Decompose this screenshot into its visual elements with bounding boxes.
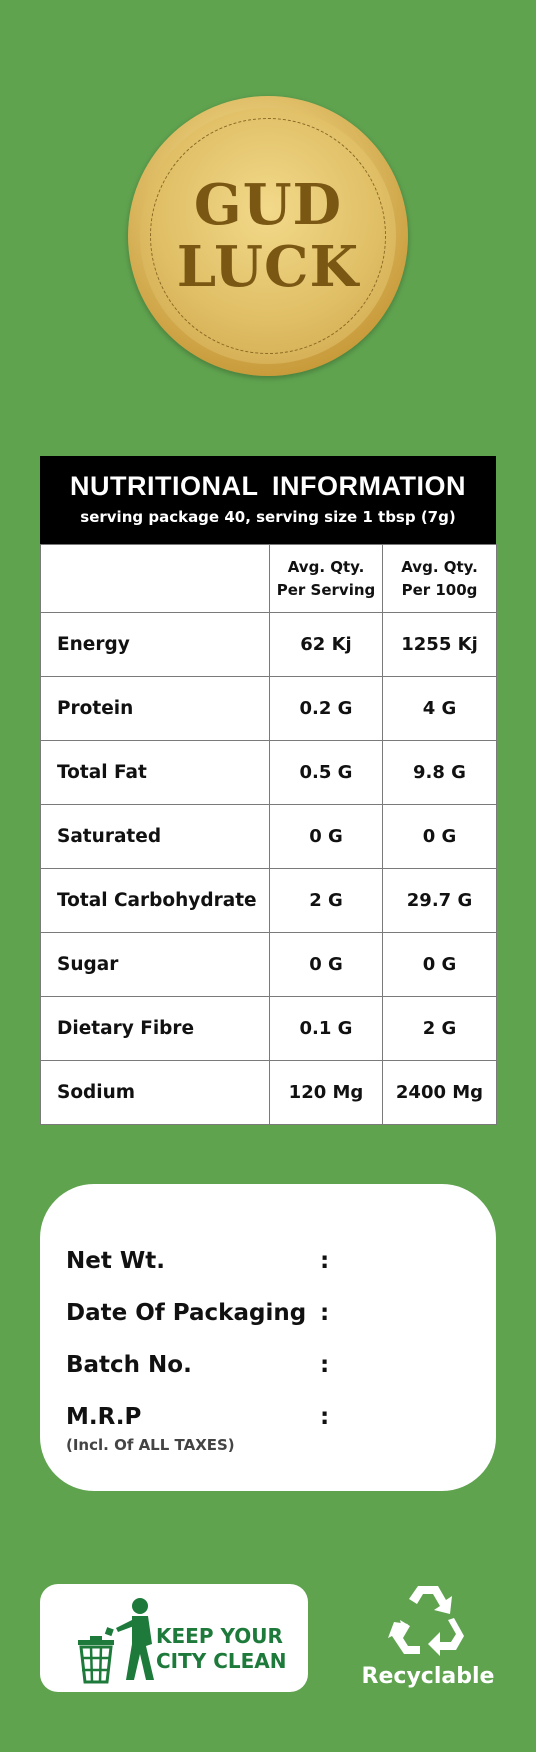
table-row: Sugar 0 G 0 G	[40, 932, 497, 997]
nutrition-panel: NUTRITIONAL INFORMATION serving package …	[40, 456, 497, 1125]
recyclable-label: Recyclable	[361, 1664, 495, 1689]
date-of-packaging-label: Date Of Packaging	[66, 1300, 307, 1326]
date-of-packaging-colon: :	[320, 1300, 330, 1326]
recycle-icon	[388, 1586, 464, 1656]
batch-number-colon: :	[320, 1352, 330, 1378]
net-weight-colon: :	[320, 1248, 330, 1274]
row-label: Sodium	[40, 1060, 270, 1125]
brand-seal-ring	[150, 118, 386, 354]
packaging-info-card: Net Wt. : Date Of Packaging : Batch No. …	[40, 1184, 496, 1491]
mrp-note: (Incl. Of ALL TAXES)	[66, 1436, 235, 1454]
table-row: Saturated 0 G 0 G	[40, 804, 497, 869]
row-label: Protein	[40, 676, 270, 741]
row-per-serving: 0 G	[269, 932, 383, 997]
row-per-100g: 1255 Kj	[382, 612, 497, 677]
row-per-serving: 0.1 G	[269, 996, 383, 1061]
row-per-serving: 0 G	[269, 804, 383, 869]
row-label: Dietary Fibre	[40, 996, 270, 1061]
header-per-serving-line2: Per Serving	[276, 580, 376, 599]
row-per-100g: 0 G	[382, 932, 497, 997]
row-per-100g: 29.7 G	[382, 868, 497, 933]
brand-line-2: LUCK	[176, 234, 360, 300]
row-label: Saturated	[40, 804, 270, 869]
mrp-label: M.R.P	[66, 1404, 142, 1430]
row-per-serving: 0.2 G	[269, 676, 383, 741]
row-per-100g: 4 G	[382, 676, 497, 741]
row-per-100g: 9.8 G	[382, 740, 497, 805]
trash-disposal-icon	[78, 1598, 154, 1684]
clean-line-2: CITY CLEAN	[156, 1649, 287, 1673]
brand-seal: GUD LUCK	[128, 96, 408, 376]
keep-city-clean-badge: KEEP YOUR CITY CLEAN	[40, 1584, 308, 1692]
table-row: Total Carbohydrate 2 G 29.7 G	[40, 868, 497, 933]
row-label: Sugar	[40, 932, 270, 997]
row-per-serving: 120 Mg	[269, 1060, 383, 1125]
row-per-serving: 2 G	[269, 868, 383, 933]
nutrition-subtitle: serving package 40, serving size 1 tbsp …	[80, 508, 456, 526]
row-per-100g: 0 G	[382, 804, 497, 869]
row-per-serving: 0.5 G	[269, 740, 383, 805]
mrp-colon: :	[320, 1404, 330, 1430]
net-weight-label: Net Wt.	[66, 1248, 165, 1274]
header-per-serving-line1: Avg. Qty.	[287, 557, 365, 576]
header-per-serving: Avg. Qty. Per Serving	[269, 544, 383, 613]
row-per-100g: 2 G	[382, 996, 497, 1061]
nutrition-title: NUTRITIONAL INFORMATION	[70, 471, 466, 501]
brand-line-1: GUD	[193, 172, 343, 238]
table-header-row: Avg. Qty. Per Serving Avg. Qty. Per 100g	[40, 544, 497, 613]
table-row: Dietary Fibre 0.1 G 2 G	[40, 996, 497, 1061]
row-per-100g: 2400 Mg	[382, 1060, 497, 1125]
table-row: Protein 0.2 G 4 G	[40, 676, 497, 741]
header-per-100g-line1: Avg. Qty.	[401, 557, 478, 576]
keep-city-clean-text: KEEP YOUR CITY CLEAN	[156, 1624, 287, 1674]
nutrition-header: NUTRITIONAL INFORMATION serving package …	[40, 456, 496, 544]
table-row: Energy 62 Kj 1255 Kj	[40, 612, 497, 677]
row-label: Total Fat	[40, 740, 270, 805]
table-row: Total Fat 0.5 G 9.8 G	[40, 740, 497, 805]
row-label: Energy	[40, 612, 270, 677]
brand-logo-text: GUD LUCK	[128, 96, 408, 376]
header-per-100g-line2: Per 100g	[401, 580, 478, 599]
row-label: Total Carbohydrate	[40, 868, 270, 933]
clean-line-1: KEEP YOUR	[156, 1624, 283, 1648]
batch-number-label: Batch No.	[66, 1352, 192, 1378]
header-per-100g: Avg. Qty. Per 100g	[382, 544, 497, 613]
table-row: Sodium 120 Mg 2400 Mg	[40, 1060, 497, 1125]
nutrition-table: Avg. Qty. Per Serving Avg. Qty. Per 100g…	[40, 544, 497, 1125]
header-nutrient	[40, 544, 270, 613]
row-per-serving: 62 Kj	[269, 612, 383, 677]
